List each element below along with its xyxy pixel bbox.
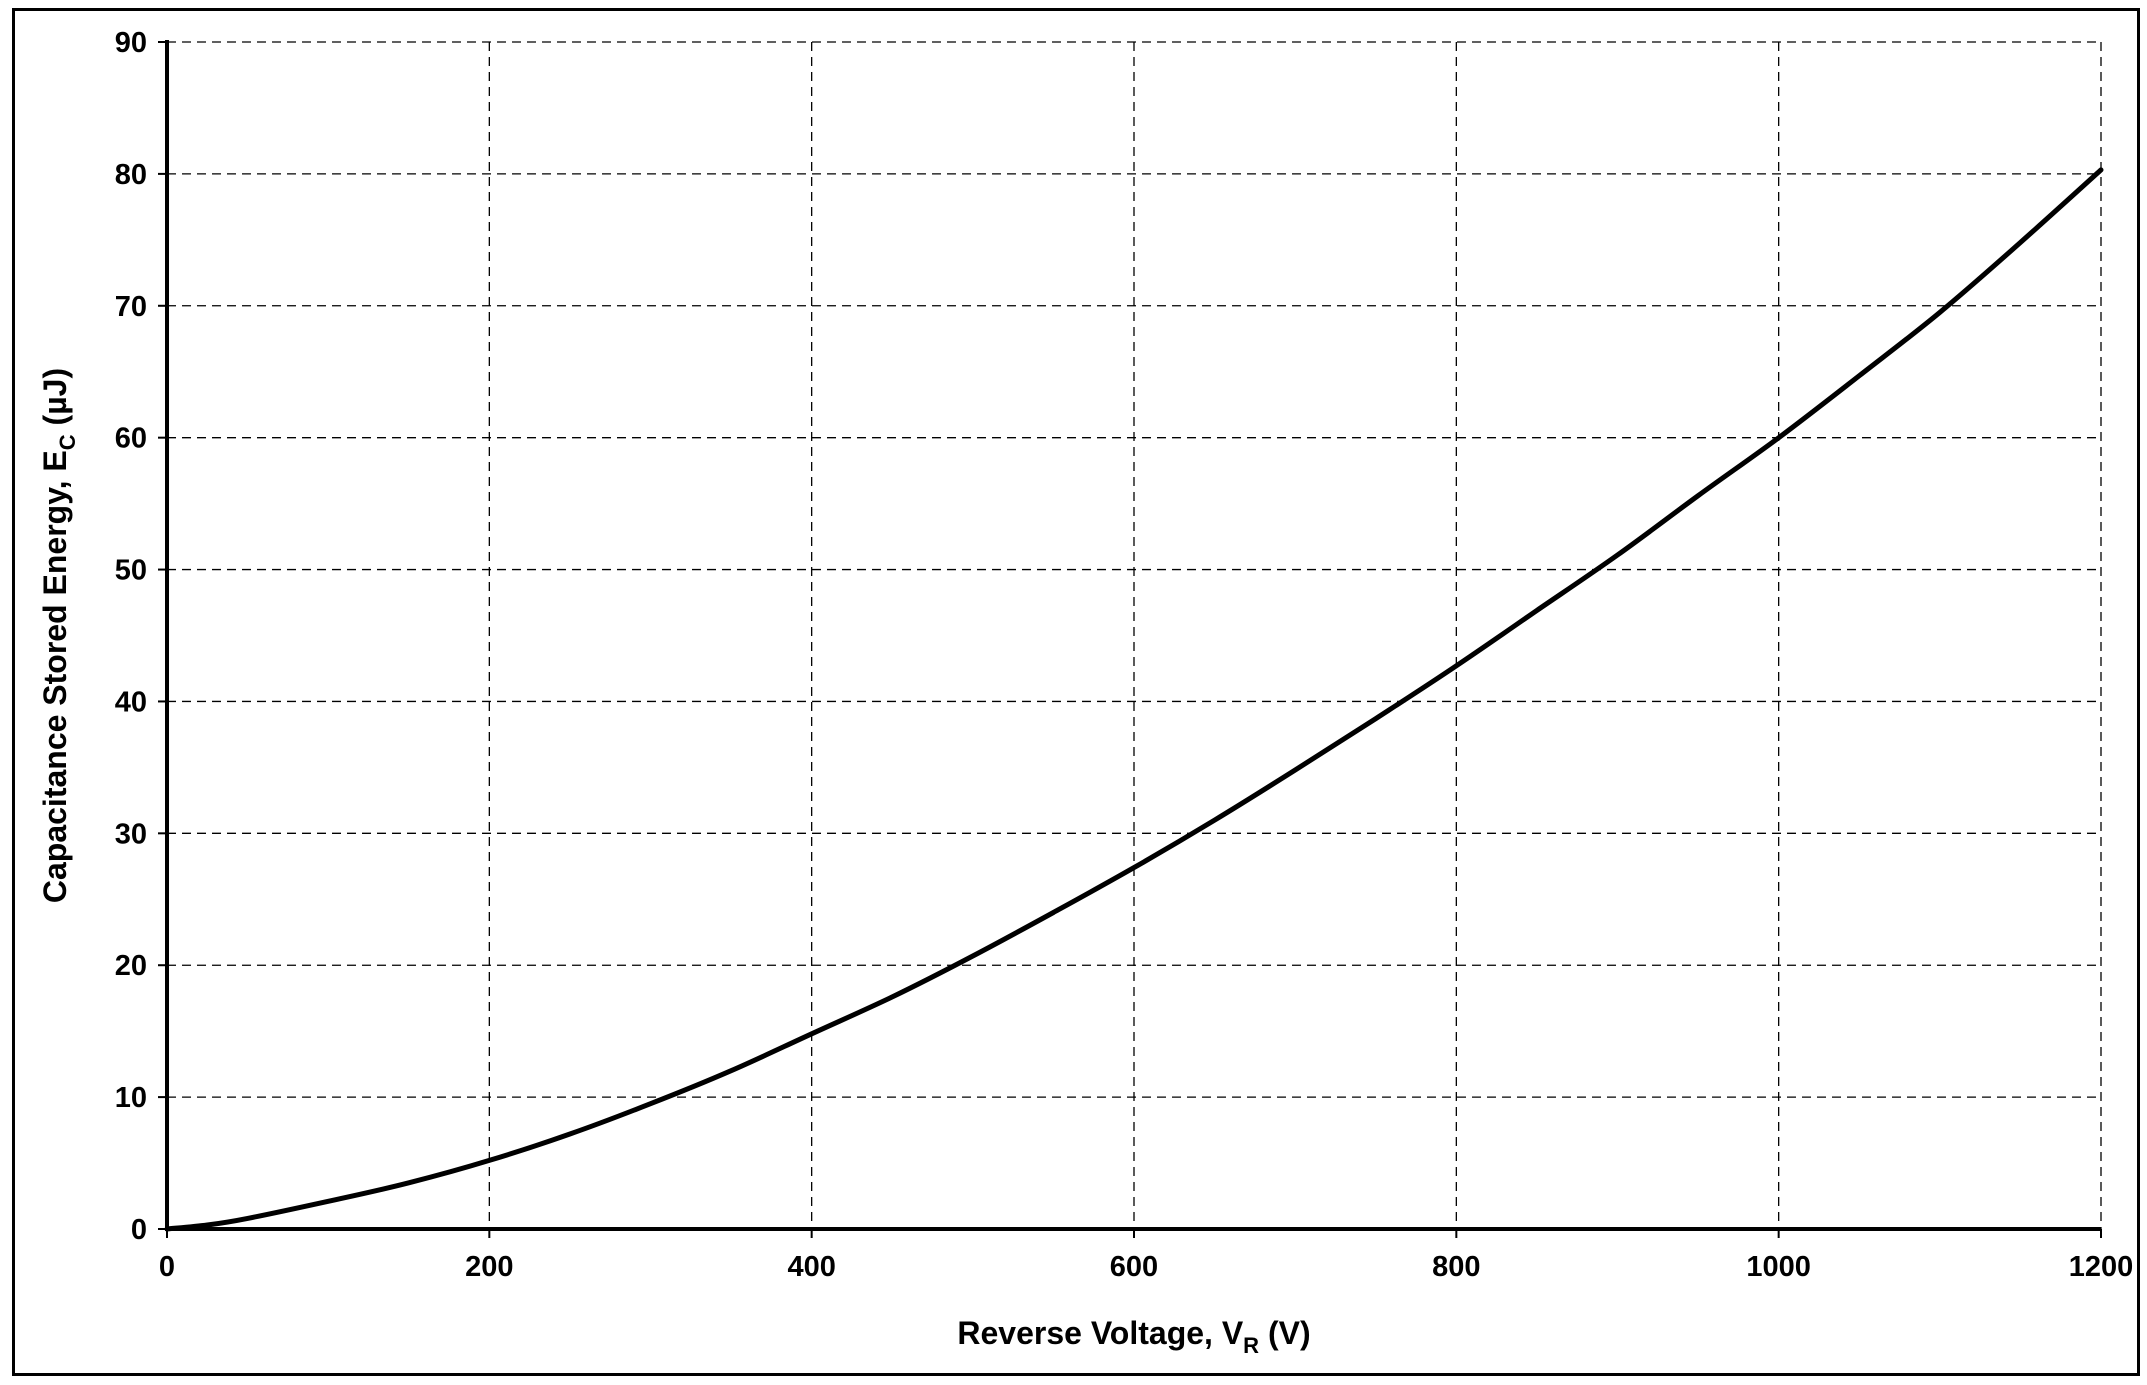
x-tick-label: 0 [159, 1251, 175, 1283]
x-tick-label: 800 [1432, 1251, 1480, 1283]
tick-labels: 0 200 400 600 800 1000 1200 0 10 20 30 40 50 60 70 80 90 [115, 27, 2134, 1283]
y-tick-label: 80 [115, 159, 147, 191]
y-tick-label: 30 [115, 818, 147, 850]
y-tick-label: 90 [115, 27, 147, 59]
x-axis-title: Reverse Voltage, VR (V) [957, 1315, 1310, 1358]
y-axis-title: Capacitance Stored Energy, EC (µJ) [37, 368, 80, 903]
x-tick-label: 600 [1110, 1251, 1158, 1283]
grid [167, 41, 2102, 1229]
x-tick-label: 200 [465, 1251, 513, 1283]
x-tick-label: 1200 [2069, 1251, 2134, 1283]
y-tick-label: 60 [115, 423, 147, 455]
x-tick-label: 400 [787, 1251, 835, 1283]
x-tick-label: 1000 [1746, 1251, 1811, 1283]
y-tick-label: 10 [115, 1082, 147, 1114]
y-tick-label: 50 [115, 555, 147, 587]
y-tick-label: 0 [131, 1214, 147, 1246]
series-line [164, 167, 2104, 1232]
y-tick-label: 70 [115, 291, 147, 323]
chart-frame [12, 8, 2140, 1376]
y-tick-label: 40 [115, 686, 147, 718]
series-layer [164, 167, 2104, 1232]
axes [158, 40, 2102, 1238]
y-tick-label: 20 [115, 950, 147, 982]
